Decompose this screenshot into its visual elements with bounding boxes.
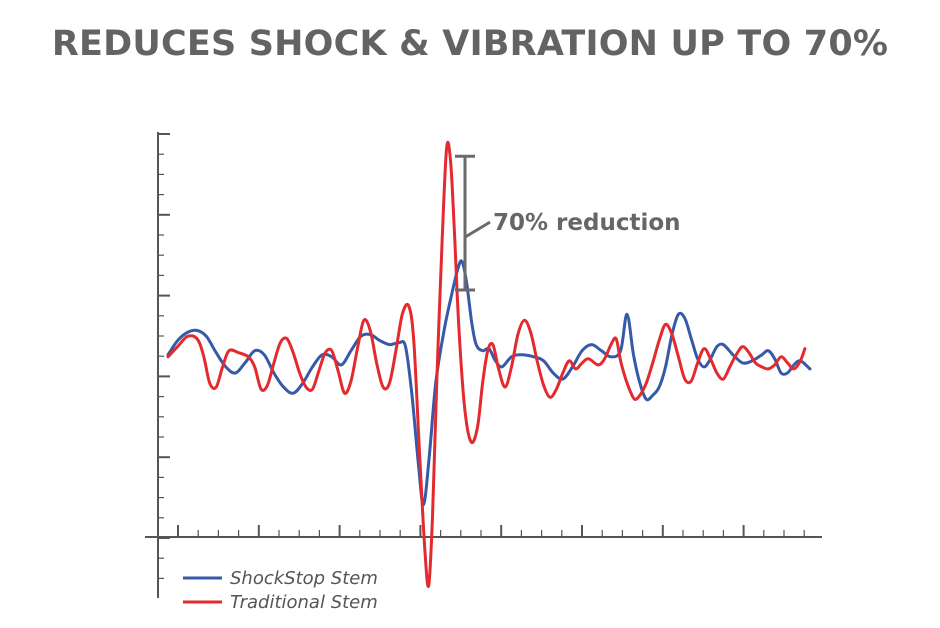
series-layer: [166, 140, 812, 588]
chart-title: REDUCES SHOCK & VIBRATION UP TO 70%: [51, 24, 889, 64]
series-line-shockstop-stem: [166, 259, 812, 507]
legend-label-shockstop: ShockStop Stem: [230, 568, 378, 589]
reduction-bracket: 70% reduction: [455, 154, 681, 292]
bracket-leader: [464, 220, 491, 239]
reduction-annotation: 70% reduction: [493, 210, 681, 236]
series-line-traditional-stem: [166, 140, 807, 588]
legend: ShockStop Stem Traditional Stem: [183, 568, 378, 613]
legend-label-traditional: Traditional Stem: [230, 592, 378, 613]
axes: [145, 132, 822, 598]
